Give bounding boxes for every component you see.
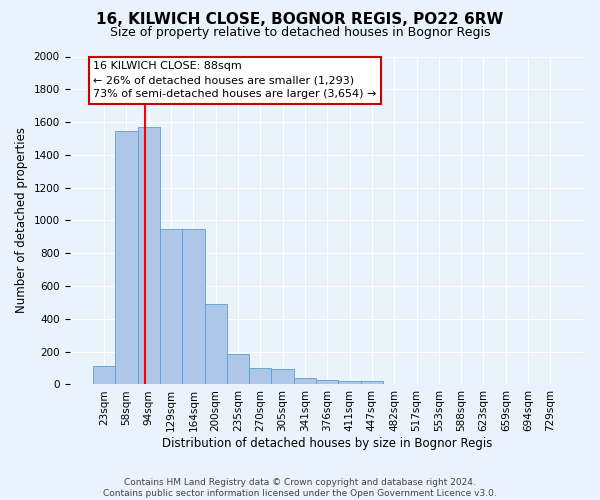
X-axis label: Distribution of detached houses by size in Bognor Regis: Distribution of detached houses by size …: [162, 437, 493, 450]
Bar: [361, 381, 383, 384]
Bar: [294, 378, 316, 384]
Bar: [160, 228, 182, 384]
Y-axis label: Number of detached properties: Number of detached properties: [15, 128, 28, 314]
Bar: [227, 354, 249, 384]
Bar: [271, 369, 294, 384]
Bar: [249, 368, 271, 384]
Bar: [93, 366, 115, 384]
Bar: [316, 380, 338, 384]
Bar: [137, 127, 160, 384]
Text: 16, KILWICH CLOSE, BOGNOR REGIS, PO22 6RW: 16, KILWICH CLOSE, BOGNOR REGIS, PO22 6R…: [97, 12, 503, 28]
Text: 16 KILWICH CLOSE: 88sqm
← 26% of detached houses are smaller (1,293)
73% of semi: 16 KILWICH CLOSE: 88sqm ← 26% of detache…: [93, 62, 376, 100]
Bar: [115, 131, 137, 384]
Bar: [205, 304, 227, 384]
Text: Contains HM Land Registry data © Crown copyright and database right 2024.
Contai: Contains HM Land Registry data © Crown c…: [103, 478, 497, 498]
Bar: [182, 230, 205, 384]
Bar: [338, 381, 361, 384]
Text: Size of property relative to detached houses in Bognor Regis: Size of property relative to detached ho…: [110, 26, 490, 39]
